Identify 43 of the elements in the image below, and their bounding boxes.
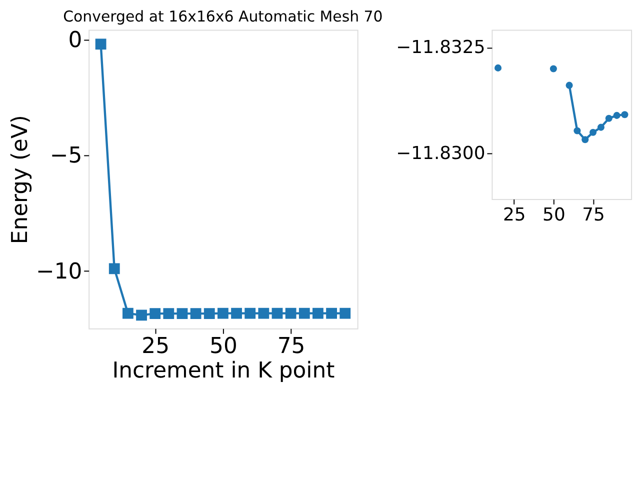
point [298, 308, 310, 319]
x-tick-label: 50 [210, 334, 238, 359]
point [136, 310, 147, 321]
y-tick-label: −11.8300 [396, 143, 486, 164]
point [582, 136, 589, 144]
point [550, 65, 557, 72]
x-tick-label: 75 [277, 334, 306, 359]
point [494, 64, 502, 72]
x-tick-label: 50 [542, 204, 566, 226]
point [190, 308, 202, 320]
point [95, 38, 106, 50]
y-tick-label: −10 [36, 259, 82, 284]
point [108, 263, 120, 274]
point [340, 308, 351, 319]
y-tick-label: −5 [50, 144, 82, 169]
point [150, 308, 161, 320]
point [231, 308, 242, 319]
point [218, 308, 228, 319]
point [613, 112, 620, 119]
x-tick-label: 75 [582, 204, 605, 226]
point [176, 308, 188, 320]
point [597, 124, 604, 131]
point [122, 308, 134, 319]
point [163, 308, 174, 320]
point [590, 128, 597, 136]
x-axis-title: Increment in K point [112, 358, 336, 384]
point [566, 82, 573, 89]
point [326, 308, 337, 319]
point [285, 308, 296, 319]
point [312, 308, 324, 319]
point [574, 127, 581, 134]
x-tick-label: 25 [142, 334, 170, 359]
x-tick-label: 25 [502, 204, 526, 226]
point [605, 114, 612, 122]
point [621, 111, 628, 118]
y-axis-title: Energy (eV) [8, 115, 33, 244]
point [244, 308, 256, 319]
point [204, 308, 215, 320]
chart-title: Converged at 16x16x6 Automatic Mesh 70 [63, 8, 383, 26]
y-tick-label: 0 [68, 28, 82, 53]
point [258, 308, 270, 319]
y-tick-label: −11.8325 [396, 37, 486, 58]
point [272, 308, 283, 319]
